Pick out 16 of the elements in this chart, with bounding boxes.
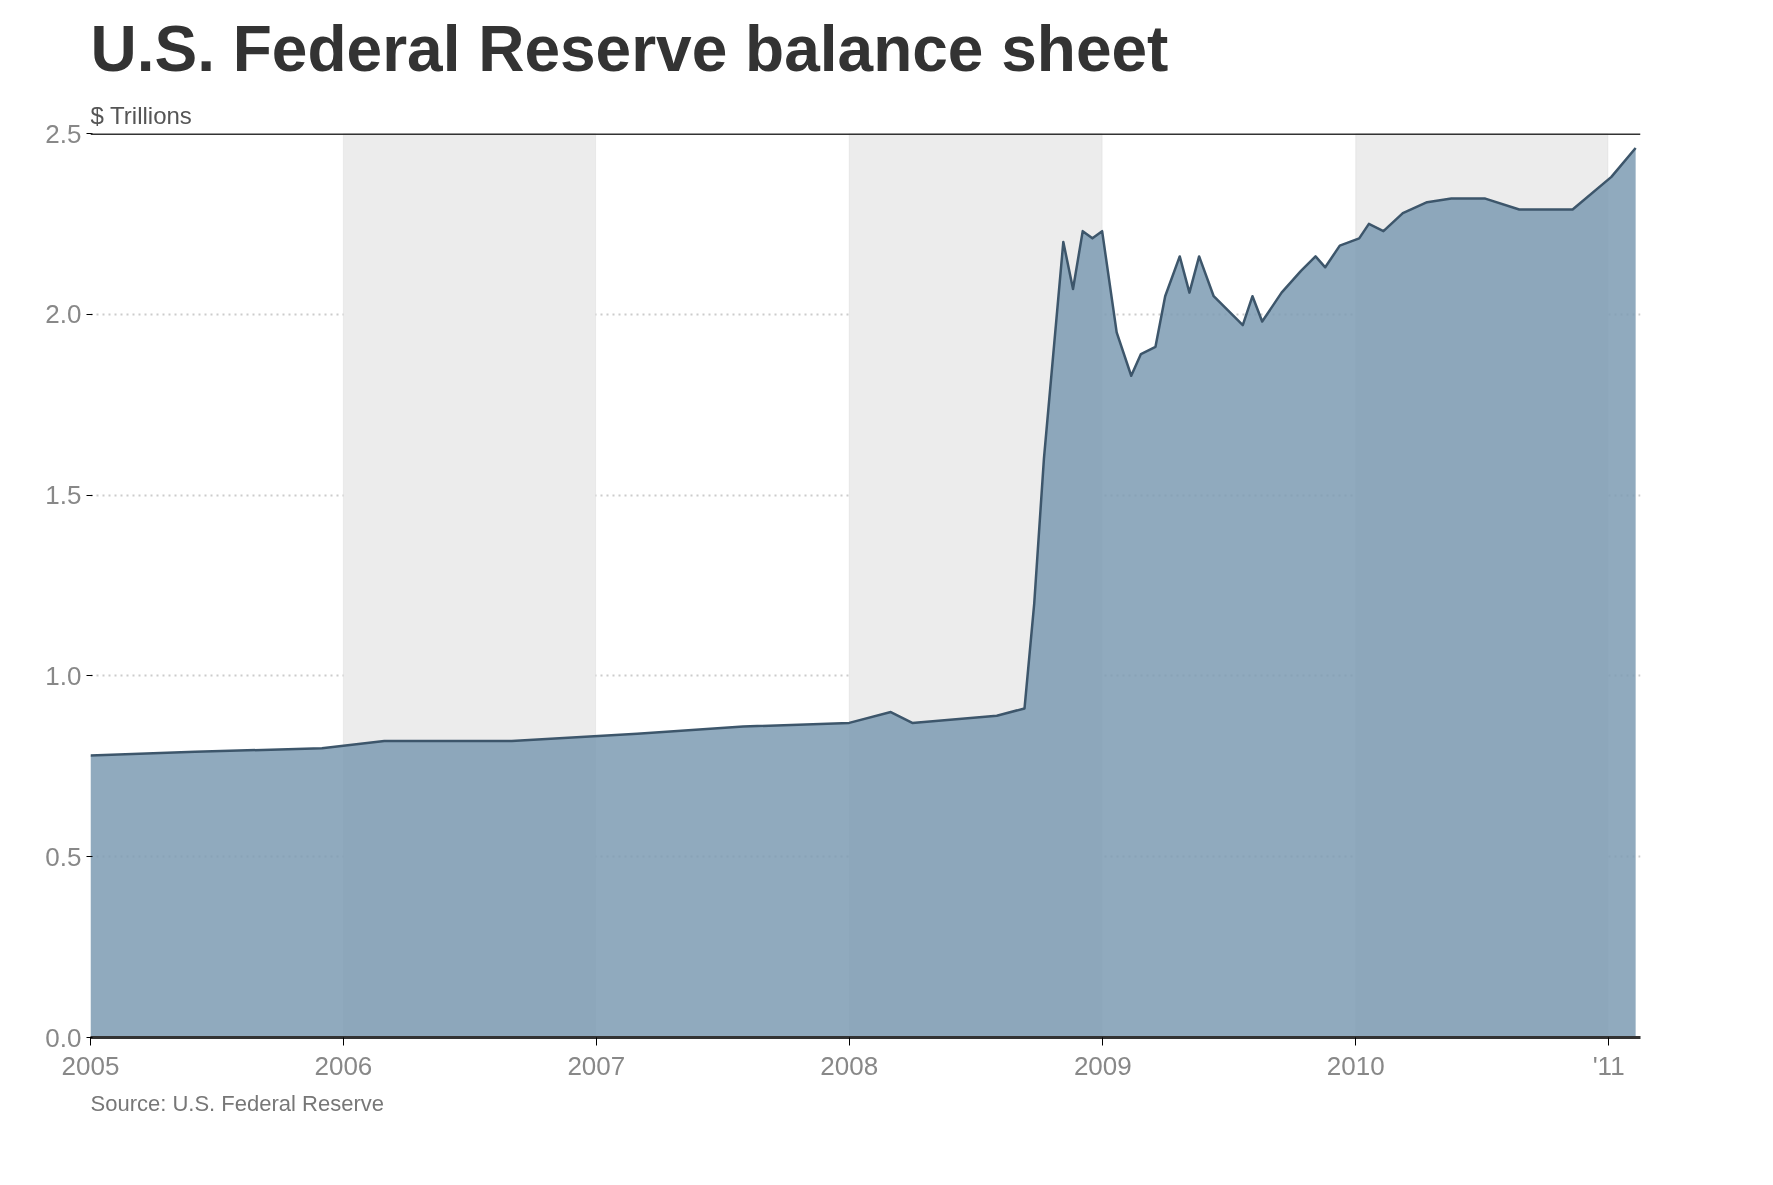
y-tick-label: 2.0 (45, 299, 82, 330)
y-axis-title: $ Trillions (90, 101, 192, 129)
y-tick-label: 0.0 (45, 1022, 82, 1053)
chart-title: U.S. Federal Reserve balance sheet (90, 12, 1169, 85)
y-tick-label: 1.5 (45, 480, 82, 511)
x-tick-label: 2009 (1073, 1050, 1132, 1081)
y-tick-label: 1.0 (45, 660, 82, 691)
x-tick-label: 2007 (567, 1050, 626, 1081)
x-tick-label: 2008 (820, 1050, 879, 1081)
x-tick-label: '11 (1592, 1050, 1625, 1081)
y-tick-label: 0.5 (45, 841, 82, 872)
x-tick-label: 2005 (61, 1050, 120, 1081)
x-tick-label: 2006 (314, 1050, 373, 1081)
y-tick-label: 2.5 (45, 118, 82, 149)
x-tick-label: 2010 (1326, 1050, 1385, 1081)
source-note: Source: U.S. Federal Reserve (90, 1090, 384, 1116)
